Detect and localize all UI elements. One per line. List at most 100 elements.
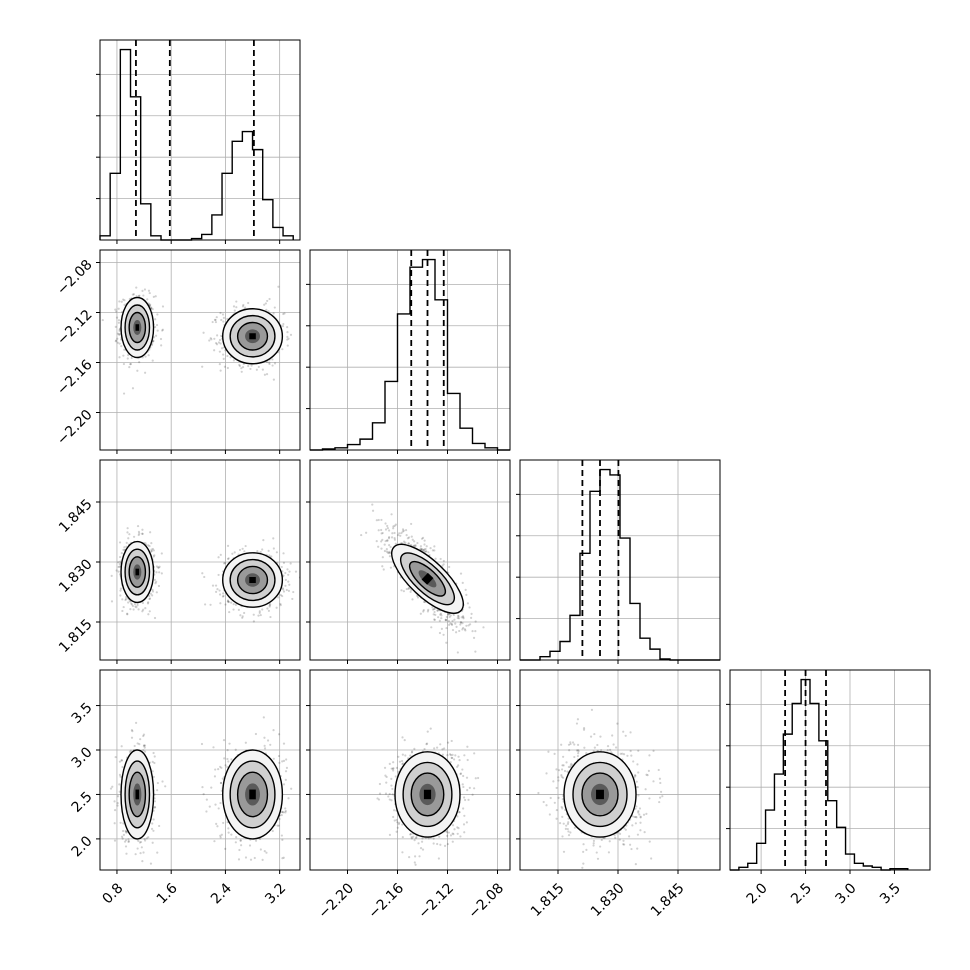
scatter-point (120, 835, 124, 838)
scatter-point (394, 523, 397, 526)
scatter-point (471, 630, 474, 633)
scatter-point (449, 622, 452, 625)
histogram-bar (828, 801, 837, 870)
scatter-point (151, 547, 154, 551)
scatter-point (422, 610, 425, 613)
scatter-point (411, 598, 414, 601)
scatter-point (151, 594, 154, 597)
scatter-point (121, 765, 124, 769)
scatter-point (138, 294, 141, 297)
scatter-point (429, 547, 432, 550)
scatter-point (286, 335, 289, 338)
scatter-point (116, 341, 119, 344)
scatter-point (149, 531, 152, 534)
scatter-point (142, 734, 145, 738)
scatter-point (442, 633, 445, 636)
scatter-point (405, 533, 408, 537)
scatter-point (152, 549, 155, 552)
scatter-point (467, 624, 470, 627)
scatter-point (397, 533, 400, 537)
scatter-point (143, 837, 146, 841)
scatter-panel (96, 249, 301, 454)
scatter-point (451, 628, 455, 632)
scatter-point (147, 836, 150, 839)
scatter-point (445, 626, 448, 630)
scatter-point (164, 785, 167, 788)
scatter-point (210, 338, 213, 341)
scatter-point (217, 573, 220, 577)
scatter-point (407, 586, 410, 589)
scatter-point (122, 362, 126, 366)
scatter-point (144, 542, 147, 545)
scatter-point (229, 356, 232, 359)
scatter-point (226, 757, 229, 761)
scatter-point (154, 318, 157, 321)
scatter-point (235, 835, 238, 839)
scatter-point (218, 338, 222, 342)
scatter-point (423, 539, 426, 542)
scatter-point (464, 588, 467, 591)
scatter-point (433, 618, 436, 621)
scatter-point (141, 601, 145, 605)
scatter-point (243, 550, 246, 553)
scatter-point (466, 602, 470, 605)
scatter-point (384, 522, 387, 525)
scatter-point (442, 563, 445, 566)
scatter-point (150, 549, 154, 553)
scatter-point (272, 547, 275, 550)
scatter-point (238, 848, 241, 852)
scatter-point (152, 775, 155, 779)
scatter-point (407, 587, 410, 591)
scatter-point (227, 600, 230, 604)
scatter-point (392, 527, 395, 530)
scatter-point (132, 293, 135, 296)
scatter-point (155, 591, 158, 594)
scatter-point (215, 343, 219, 346)
scatter-point (153, 800, 156, 803)
scatter-point (125, 852, 128, 855)
panel-frame (99, 39, 301, 241)
scatter-point (249, 367, 252, 371)
scatter-point (127, 838, 130, 841)
scatter-point (444, 619, 447, 622)
scatter-point (277, 596, 280, 599)
scatter-point (158, 565, 161, 568)
scatter-point (237, 608, 240, 612)
density-peak (135, 324, 140, 331)
scatter-point (221, 595, 225, 598)
scatter-point (160, 344, 163, 347)
scatter-point (279, 604, 282, 607)
scatter-point (421, 536, 425, 540)
scatter-point (141, 860, 144, 863)
scatter-point (152, 339, 155, 343)
scatter-point (253, 856, 256, 860)
scatter-point (381, 531, 384, 535)
scatter-point (117, 319, 121, 322)
scatter-point (126, 531, 129, 534)
histogram-bar (792, 703, 801, 870)
scatter-point (153, 755, 156, 758)
scatter-point (128, 366, 131, 369)
scatter-point (238, 548, 242, 552)
scatter-point (263, 747, 267, 750)
scatter-point (259, 613, 262, 617)
scatter-point (152, 829, 155, 832)
scatter-point (381, 556, 384, 559)
scatter-point (147, 613, 150, 616)
scatter-point (255, 368, 258, 371)
scatter-point (291, 597, 294, 601)
scatter-point (398, 532, 401, 535)
scatter-point (210, 786, 213, 789)
scatter-point (238, 364, 241, 368)
scatter-point (157, 566, 160, 569)
scatter-point (115, 316, 119, 319)
scatter-point (136, 604, 139, 607)
histogram-outline (310, 258, 510, 451)
scatter-point (416, 541, 419, 545)
scatter-point (460, 616, 463, 619)
scatter-point (158, 824, 161, 828)
scatter-point (136, 524, 140, 528)
panel-frame (729, 669, 931, 871)
scatter-point (155, 323, 159, 327)
scatter-point (284, 584, 287, 587)
